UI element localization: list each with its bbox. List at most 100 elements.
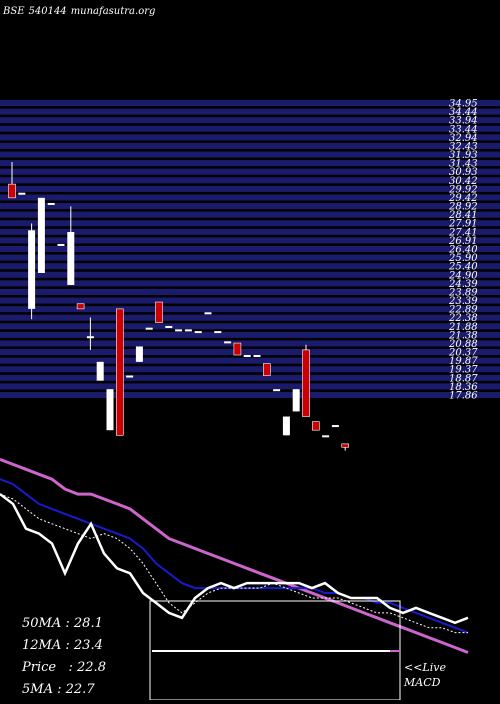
price-band (0, 374, 500, 381)
price-band (0, 383, 500, 390)
candle-body (47, 202, 55, 205)
candle (76, 303, 85, 310)
candle-body (282, 416, 290, 436)
price-axis-label: 32.94 (449, 133, 478, 144)
candle-body (262, 363, 271, 376)
price-band (0, 254, 500, 261)
price-band (0, 220, 500, 227)
candle (302, 344, 310, 417)
candle-body (18, 192, 26, 195)
candle-body (175, 329, 183, 332)
price-axis-label: 30.93 (449, 167, 478, 178)
candle-body (273, 389, 281, 392)
price-axis-label: 27.91 (448, 219, 478, 230)
stat-50ma: 50MA : 28.1 (22, 616, 103, 631)
price-band (0, 168, 500, 175)
candle-body (67, 231, 75, 285)
candle-body (126, 375, 134, 378)
candle-body (145, 327, 153, 330)
stat-sep: : (61, 638, 74, 653)
candle-body (76, 303, 85, 310)
price-axis-label: 19.37 (449, 365, 478, 376)
candle (8, 161, 16, 199)
candle-body (165, 325, 173, 328)
candle-body (57, 243, 65, 246)
candle-body (106, 389, 114, 431)
price-band (0, 392, 500, 398)
candle (224, 341, 232, 344)
stat-label: 5MA (22, 682, 53, 697)
candle-body (243, 355, 251, 358)
candle (86, 317, 94, 350)
price-axis-label: 23.89 (448, 287, 478, 298)
price-band (0, 237, 500, 244)
price-band (0, 108, 500, 115)
candle (37, 197, 45, 274)
macd-label-live: <<Live (404, 661, 446, 674)
candle (292, 389, 300, 412)
stat-value: 22.8 (77, 660, 106, 675)
price-band (0, 314, 500, 321)
candle (18, 192, 26, 195)
candles (8, 161, 350, 451)
price-band (0, 366, 500, 373)
chart-header: BSE 540144 munafasutra.org (3, 6, 159, 17)
candle-body (96, 361, 104, 381)
candle-body (116, 308, 124, 436)
candle (233, 342, 242, 356)
price-band (0, 134, 500, 141)
price-band (0, 142, 500, 149)
site-name: munafasutra.org (70, 6, 156, 17)
price-band (0, 151, 500, 158)
price-band (0, 194, 500, 201)
candle (282, 416, 290, 436)
stat-value: 28.1 (73, 616, 103, 631)
price-axis-label: 33.44 (449, 124, 478, 135)
price-axis-label: 21.38 (448, 330, 478, 341)
candle (175, 329, 183, 332)
candle (106, 389, 114, 431)
price-axis-label: 29.42 (448, 193, 478, 204)
price-axis-label: 24.90 (448, 270, 478, 281)
price-band (0, 357, 500, 364)
price-axis-label: 20.37 (448, 348, 478, 359)
price-axis-label: 22.38 (448, 313, 478, 324)
candle (155, 301, 163, 323)
ma-long-line (0, 457, 469, 654)
candle-body (341, 443, 350, 448)
candle-body (224, 341, 232, 344)
candle-body (194, 331, 202, 334)
candle (116, 308, 124, 436)
candle-body (292, 389, 300, 412)
candle (311, 421, 320, 431)
price-axis-label: 31.43 (449, 159, 478, 170)
price-axis-label: 25.40 (448, 262, 478, 273)
price-axis-label: 23.39 (448, 296, 478, 307)
candle-body (37, 197, 45, 274)
stat-value: 23.4 (73, 638, 103, 653)
price-axis-label: 32.43 (449, 141, 478, 152)
price-axis-label: 30.42 (449, 176, 478, 187)
price-axis-label: 26.40 (448, 245, 478, 256)
macd-label: <<Live MACD (404, 660, 446, 690)
price-axis-label: 19.87 (449, 356, 478, 367)
candle (341, 443, 350, 451)
candle (145, 327, 153, 330)
price-band (0, 306, 500, 313)
candle-body (214, 331, 222, 334)
price-band (0, 246, 500, 252)
price-band (0, 177, 500, 184)
price-axis: 34.9534.4433.9433.4432.9432.4331.9331.43… (448, 99, 478, 402)
candle (322, 435, 330, 438)
price-axis-label: 20.88 (448, 339, 478, 350)
candle (273, 389, 281, 392)
price-axis-label: 21.88 (448, 322, 478, 333)
candle-body (28, 230, 36, 309)
price-axis-label: 24.39 (448, 279, 478, 290)
stat-label: 50MA (22, 616, 62, 631)
candle (126, 375, 134, 378)
price-band (0, 185, 500, 192)
stock-code: 540144 (28, 6, 67, 17)
stat-sep: : (61, 616, 74, 631)
